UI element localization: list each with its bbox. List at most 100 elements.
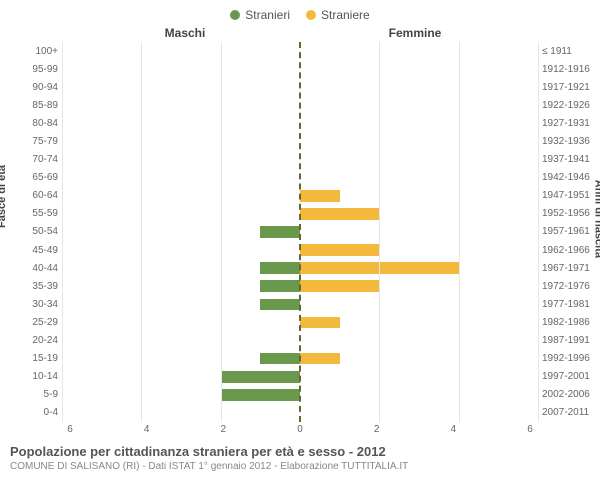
center-line (299, 42, 301, 422)
caption-title: Popolazione per cittadinanza straniera p… (10, 444, 590, 459)
bar-half-female (300, 223, 538, 241)
bar-half-female (300, 78, 538, 96)
bar-half-female (300, 277, 538, 295)
y-tick-right: 1937-1941 (542, 151, 592, 169)
bar-half-male (62, 313, 300, 331)
bar-half-male (62, 42, 300, 60)
bar-female (300, 353, 340, 365)
x-tick: 4 (144, 424, 150, 435)
y-tick-left: 5-9 (8, 386, 58, 404)
bar-half-female (300, 169, 538, 187)
bar-half-female (300, 386, 538, 404)
y-tick-right: 1997-2001 (542, 368, 592, 386)
bar-half-female (300, 60, 538, 78)
y-tick-left: 50-54 (8, 223, 58, 241)
x-axis: 6420246 (70, 422, 530, 440)
bar-female (300, 208, 379, 220)
y-tick-right: 1932-1936 (542, 132, 592, 150)
bar-half-female (300, 259, 538, 277)
chart: Maschi Femmine Fasce di età Anni di nasc… (0, 22, 600, 440)
bar-female (300, 244, 379, 256)
y-tick-right: 1987-1991 (542, 332, 592, 350)
y-tick-right: 1947-1951 (542, 187, 592, 205)
gridline-vertical (221, 42, 222, 422)
bar-half-female (300, 42, 538, 60)
legend: Stranieri Straniere (0, 0, 600, 22)
y-tick-right: ≤ 1911 (542, 42, 592, 60)
bar-half-male (62, 78, 300, 96)
y-tick-left: 30-34 (8, 295, 58, 313)
bar-half-male (62, 259, 300, 277)
y-tick-right: 2002-2006 (542, 386, 592, 404)
bar-half-male (62, 60, 300, 78)
y-tick-right: 1922-1926 (542, 96, 592, 114)
legend-item-female: Straniere (306, 8, 370, 22)
bar-half-female (300, 295, 538, 313)
bar-half-female (300, 132, 538, 150)
bar-half-female (300, 187, 538, 205)
y-tick-left: 100+ (8, 42, 58, 60)
bar-half-male (62, 277, 300, 295)
bar-half-female (300, 241, 538, 259)
y-tick-left: 25-29 (8, 313, 58, 331)
bar-half-male (62, 187, 300, 205)
bar-half-female (300, 368, 538, 386)
bar-half-male (62, 386, 300, 404)
chart-area: 100+95-9990-9485-8980-8475-7970-7465-696… (8, 42, 592, 422)
bar-half-female (300, 114, 538, 132)
side-titles: Maschi Femmine (8, 26, 592, 42)
bar-half-female (300, 404, 538, 422)
x-tick: 0 (297, 424, 303, 435)
x-tick: 2 (221, 424, 227, 435)
y-tick-left: 35-39 (8, 277, 58, 295)
y-tick-left: 45-49 (8, 241, 58, 259)
gridline-vertical (141, 42, 142, 422)
y-tick-left: 0-4 (8, 404, 58, 422)
y-tick-right: 1992-1996 (542, 350, 592, 368)
bar-half-male (62, 169, 300, 187)
bar-half-male (62, 205, 300, 223)
y-axis-right: ≤ 19111912-19161917-19211922-19261927-19… (538, 42, 592, 422)
x-tick: 2 (374, 424, 380, 435)
bar-male (260, 299, 300, 311)
y-tick-left: 20-24 (8, 332, 58, 350)
bar-half-male (62, 151, 300, 169)
y-tick-left: 95-99 (8, 60, 58, 78)
bar-half-male (62, 114, 300, 132)
gridline-vertical (379, 42, 380, 422)
gridline-vertical (62, 42, 63, 422)
y-tick-right: 1917-1921 (542, 78, 592, 96)
bar-half-male (62, 223, 300, 241)
y-tick-right: 1957-1961 (542, 223, 592, 241)
y-tick-right: 1972-1976 (542, 277, 592, 295)
bar-half-male (62, 295, 300, 313)
y-tick-left: 85-89 (8, 96, 58, 114)
y-tick-left: 75-79 (8, 132, 58, 150)
side-title-left: Maschi (70, 26, 300, 40)
y-axis-label-right: Anni di nascita (592, 180, 600, 258)
y-tick-right: 2007-2011 (542, 404, 592, 422)
y-tick-right: 1942-1946 (542, 169, 592, 187)
x-tick: 6 (67, 424, 73, 435)
y-axis-label-left: Fasce di età (0, 165, 8, 228)
bar-half-male (62, 332, 300, 350)
bar-half-male (62, 96, 300, 114)
legend-dot-male (230, 10, 240, 20)
bar-male (260, 262, 300, 274)
bar-male (260, 226, 300, 238)
bar-half-male (62, 132, 300, 150)
legend-item-male: Stranieri (230, 8, 290, 22)
x-tick: 4 (451, 424, 457, 435)
bar-half-male (62, 350, 300, 368)
plot-area (62, 42, 538, 422)
y-tick-left: 55-59 (8, 205, 58, 223)
bar-half-male (62, 241, 300, 259)
y-tick-left: 10-14 (8, 368, 58, 386)
bar-half-female (300, 151, 538, 169)
bar-female (300, 317, 340, 329)
bar-half-male (62, 368, 300, 386)
y-axis-left: 100+95-9990-9485-8980-8475-7970-7465-696… (8, 42, 62, 422)
side-title-right: Femmine (300, 26, 530, 40)
bar-male (260, 280, 300, 292)
y-tick-left: 70-74 (8, 151, 58, 169)
